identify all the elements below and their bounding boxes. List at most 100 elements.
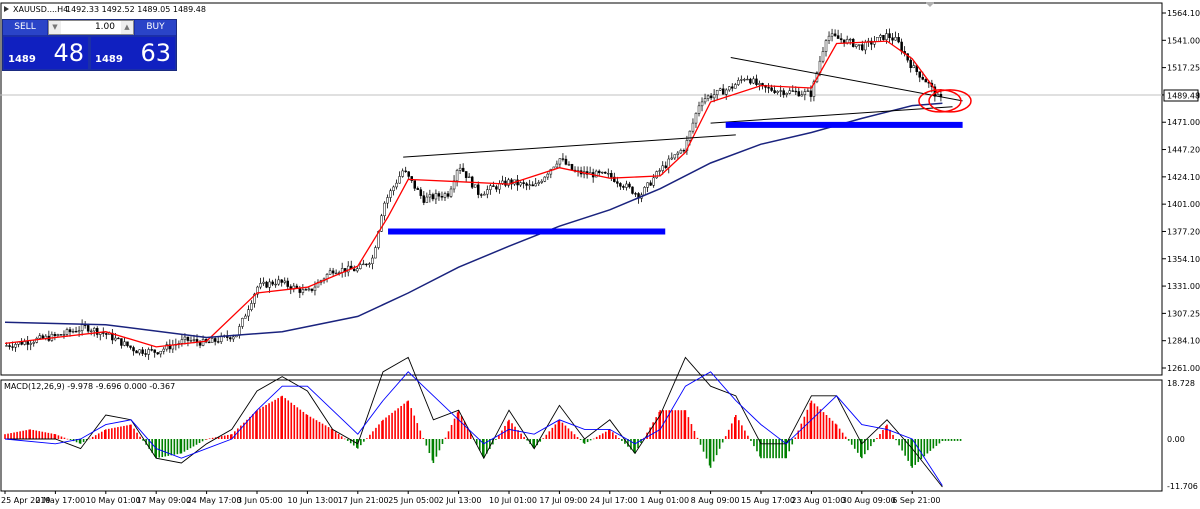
macd-histogram-bar — [63, 437, 66, 439]
candle-body — [489, 185, 492, 190]
candle-body — [461, 167, 465, 172]
candle-body — [274, 283, 277, 286]
candle-body — [464, 171, 468, 178]
macd-histogram-bar — [542, 438, 545, 439]
candle-body — [724, 89, 728, 95]
one-click-trading-panel: SELL ▼ 1.00 ▲ BUY 1489 48 1489 63 — [2, 19, 177, 71]
candle-body — [631, 186, 634, 194]
candle-body — [126, 341, 129, 347]
candle-body — [410, 176, 413, 181]
candle-body — [703, 98, 707, 103]
macd-histogram-bar — [652, 422, 654, 439]
candle-body — [171, 344, 175, 350]
sell-price-button[interactable]: 1489 48 — [4, 37, 88, 69]
macd-histogram-bar — [321, 423, 324, 439]
macd-histogram-bar — [785, 439, 787, 459]
candle-body — [380, 215, 383, 232]
macd-histogram-bar — [618, 438, 620, 439]
macd-histogram-bar — [709, 439, 712, 468]
buy-button[interactable]: BUY — [135, 20, 176, 35]
candle-body — [114, 337, 117, 341]
macd-histogram-bar — [324, 425, 327, 439]
time-tick-label: 2 Jul 13:00 — [439, 496, 482, 505]
candle-body — [800, 94, 804, 97]
lot-size-field[interactable]: ▼ 1.00 ▲ — [48, 20, 134, 35]
candle-body — [386, 197, 389, 204]
candle-body — [277, 279, 280, 285]
macd-histogram-bar — [609, 429, 611, 439]
macd-histogram-bar — [123, 425, 125, 439]
candle-body — [389, 190, 392, 198]
candle-body — [483, 193, 486, 196]
candle-body — [92, 328, 96, 332]
candle-body — [516, 179, 519, 186]
macd-histogram-bar — [217, 436, 220, 439]
macd-histogram-bar — [781, 439, 783, 459]
annotation-ellipse — [918, 89, 962, 113]
candle-body — [752, 78, 755, 84]
macd-histogram-bar — [438, 439, 441, 451]
macd-histogram-bar — [460, 415, 463, 439]
time-tick-label: 17 May 09:00 — [136, 496, 191, 505]
candle-body — [298, 287, 302, 293]
candle-body — [395, 182, 398, 188]
candle-body — [830, 33, 834, 37]
time-tick-label: 2 May 17:00 — [35, 496, 85, 505]
macd-histogram-bar — [363, 439, 365, 442]
ohlc-values: 1492.33 1492.52 1489.05 1489.48 — [66, 5, 206, 14]
macd-plot — [4, 356, 962, 488]
macd-histogram-bar — [29, 429, 31, 439]
candle-body — [280, 279, 283, 283]
candle-body — [265, 281, 268, 288]
macd-histogram-bar — [179, 439, 182, 454]
macd-histogram-bar — [766, 439, 768, 459]
candle-body — [625, 183, 628, 188]
candle-body — [165, 344, 169, 350]
macd-histogram-bar — [911, 439, 913, 468]
candle-body — [661, 165, 664, 171]
candle-body — [864, 41, 867, 51]
macd-histogram-bar — [268, 403, 270, 439]
macd-histogram-bar — [705, 439, 708, 459]
candle-body — [95, 328, 99, 335]
time-tick-label: 10 Jun 13:00 — [287, 496, 338, 505]
lot-decrease-icon[interactable]: ▼ — [49, 21, 61, 34]
price-tick-label: 1284.10 — [1167, 337, 1200, 346]
candle-body — [416, 188, 420, 190]
candle-body — [14, 344, 17, 348]
candle-body — [120, 338, 123, 346]
sell-button[interactable]: SELL — [3, 20, 47, 35]
macd-histogram-bar — [797, 430, 800, 439]
collapse-arrow-icon[interactable] — [4, 6, 9, 12]
lot-increase-icon[interactable]: ▲ — [121, 21, 133, 34]
macd-histogram-bar — [35, 430, 38, 439]
buy-price-button[interactable]: 1489 63 — [91, 37, 175, 69]
macd-histogram-bar — [634, 439, 636, 454]
macd-histogram-bar — [7, 433, 9, 439]
macd-histogram-bar — [735, 415, 737, 439]
macd-histogram-bar — [947, 439, 950, 441]
price-tick-label: 1401.00 — [1167, 200, 1200, 209]
macd-histogram-bar — [800, 423, 803, 439]
macd-histogram-bar — [721, 439, 724, 443]
macd-histogram-bar — [806, 409, 809, 439]
candle-body — [247, 309, 250, 317]
candle-body — [564, 158, 568, 165]
macd-histogram-bar — [576, 437, 579, 439]
candle-body — [32, 342, 35, 344]
macd-histogram-bar — [867, 439, 869, 451]
candle-body — [59, 334, 63, 336]
candle-body — [23, 341, 26, 345]
macd-histogram-bar — [759, 439, 761, 457]
candle-body — [455, 170, 459, 182]
candle-body — [86, 325, 90, 332]
macd-histogram-bar — [262, 406, 264, 439]
time-tick-label: 25 Jun 05:00 — [388, 496, 439, 505]
candle-body — [909, 59, 912, 69]
candle-body — [721, 88, 725, 95]
macd-histogram-bar — [208, 438, 211, 440]
macd-histogram-bar — [624, 439, 626, 444]
macd-histogram-bar — [69, 439, 72, 440]
